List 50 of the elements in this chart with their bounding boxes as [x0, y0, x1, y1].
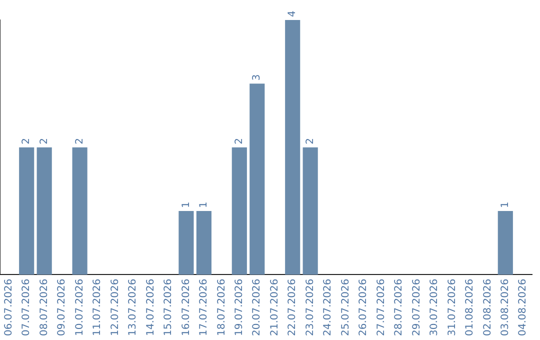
bar	[302, 147, 318, 275]
data-label: 1	[198, 202, 210, 208]
x-tick-label: 18.07.2026	[216, 278, 228, 336]
x-tick-label: 17.07.2026	[198, 278, 210, 336]
x-tick-label: 11.07.2026	[92, 278, 104, 336]
x-tick-label: 03.08.2026	[500, 278, 511, 336]
bar	[178, 211, 194, 275]
x-tick-label: 04.08.2026	[518, 278, 529, 336]
x-tick-label: 24.07.2026	[322, 278, 334, 336]
x-tick-label: 12.07.2026	[110, 278, 121, 336]
x-tick-label: 02.08.2026	[482, 278, 494, 336]
x-tick-label: 31.07.2026	[446, 278, 458, 336]
data-label: 1	[500, 202, 511, 208]
x-tick-label: 14.07.2026	[145, 278, 156, 336]
bar	[19, 147, 34, 275]
x-tick-label: 28.07.2026	[394, 278, 405, 336]
x-tick-label: 06.07.2026	[3, 278, 14, 336]
x-tick-label: 10.07.2026	[74, 278, 86, 336]
data-label: 2	[38, 138, 50, 144]
x-tick-label: 01.08.2026	[464, 278, 476, 336]
data-label: 3	[252, 74, 263, 81]
data-label: 2	[234, 138, 245, 144]
x-tick-label: 25.07.2026	[340, 278, 352, 336]
data-label: 1	[180, 202, 192, 208]
data-label: 2	[21, 138, 32, 144]
x-tick-label: 15.07.2026	[163, 278, 174, 336]
x-tick-label: 07.07.2026	[21, 278, 32, 336]
bar	[72, 147, 88, 275]
x-tick-label: 23.07.2026	[304, 278, 316, 336]
data-label: 4	[287, 10, 298, 17]
bar	[196, 211, 212, 275]
x-tick-label: 09.07.2026	[56, 278, 68, 336]
x-tick-label: 21.07.2026	[269, 278, 280, 336]
bar	[498, 211, 513, 275]
x-tick-label: 16.07.2026	[180, 278, 192, 336]
x-tick-label: 27.07.2026	[376, 278, 387, 336]
x-tick-label: 26.07.2026	[358, 278, 370, 336]
data-label: 2	[74, 138, 86, 144]
x-tick-label: 08.07.2026	[38, 278, 50, 336]
x-tick-label: 13.07.2026	[128, 278, 139, 336]
x-tick-label: 30.07.2026	[429, 278, 440, 336]
bar	[285, 20, 300, 275]
x-tick-label: 29.07.2026	[411, 278, 422, 336]
bar	[232, 147, 247, 275]
x-tick-label: 22.07.2026	[287, 278, 298, 336]
x-tick-label: 19.07.2026	[234, 278, 245, 336]
data-label: 2	[304, 138, 316, 144]
bar	[36, 147, 52, 275]
bar	[250, 84, 265, 275]
x-tick-label: 20.07.2026	[252, 278, 263, 336]
